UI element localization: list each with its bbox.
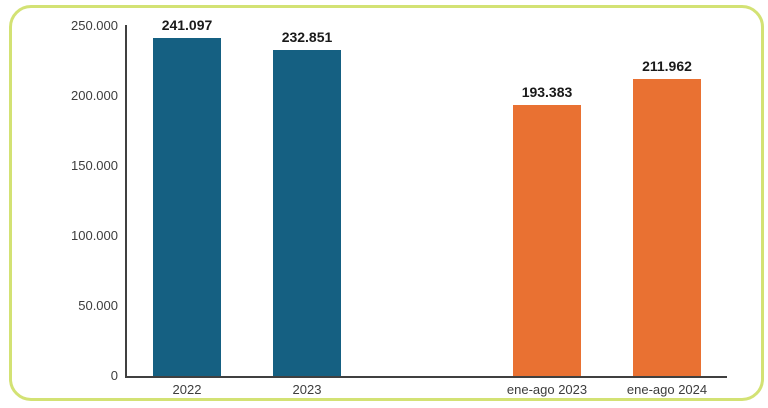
bar-chart-plot-area: 241.097 2022 232.851 2023 193.383 ene-ago 202…: [125, 17, 727, 397]
x-axis-label: 2022: [172, 382, 202, 397]
y-axis-tick-label: 50.000: [78, 298, 118, 313]
x-axis-label: ene-ago 2023: [506, 382, 588, 397]
x-axis-line: [125, 376, 727, 378]
bar-ene-ago-2023: [513, 105, 581, 376]
x-axis-label: ene-ago 2024: [626, 382, 708, 397]
y-axis-tick-labels: 0 50.000 100.000 150.000 200.000 250.000: [30, 0, 118, 408]
bar-value-label: 232.851: [281, 29, 333, 45]
bar-ene-ago-2024: [633, 79, 701, 376]
y-axis-line: [125, 25, 127, 378]
bar-2022: [153, 38, 221, 376]
y-axis-tick-label: 0: [110, 368, 118, 383]
bar-value-label: 211.962: [642, 58, 692, 74]
bar-2023: [273, 50, 341, 376]
y-axis-tick-label: 200.000: [71, 88, 118, 103]
y-axis-tick-label: 150.000: [71, 158, 118, 173]
bar-value-label: 193.383: [521, 84, 573, 100]
bar-value-label: 241.097: [161, 17, 213, 33]
y-axis-tick-label: 100.000: [71, 228, 118, 243]
y-axis-tick-label: 250.000: [71, 18, 118, 33]
x-axis-label: 2023: [292, 382, 322, 397]
